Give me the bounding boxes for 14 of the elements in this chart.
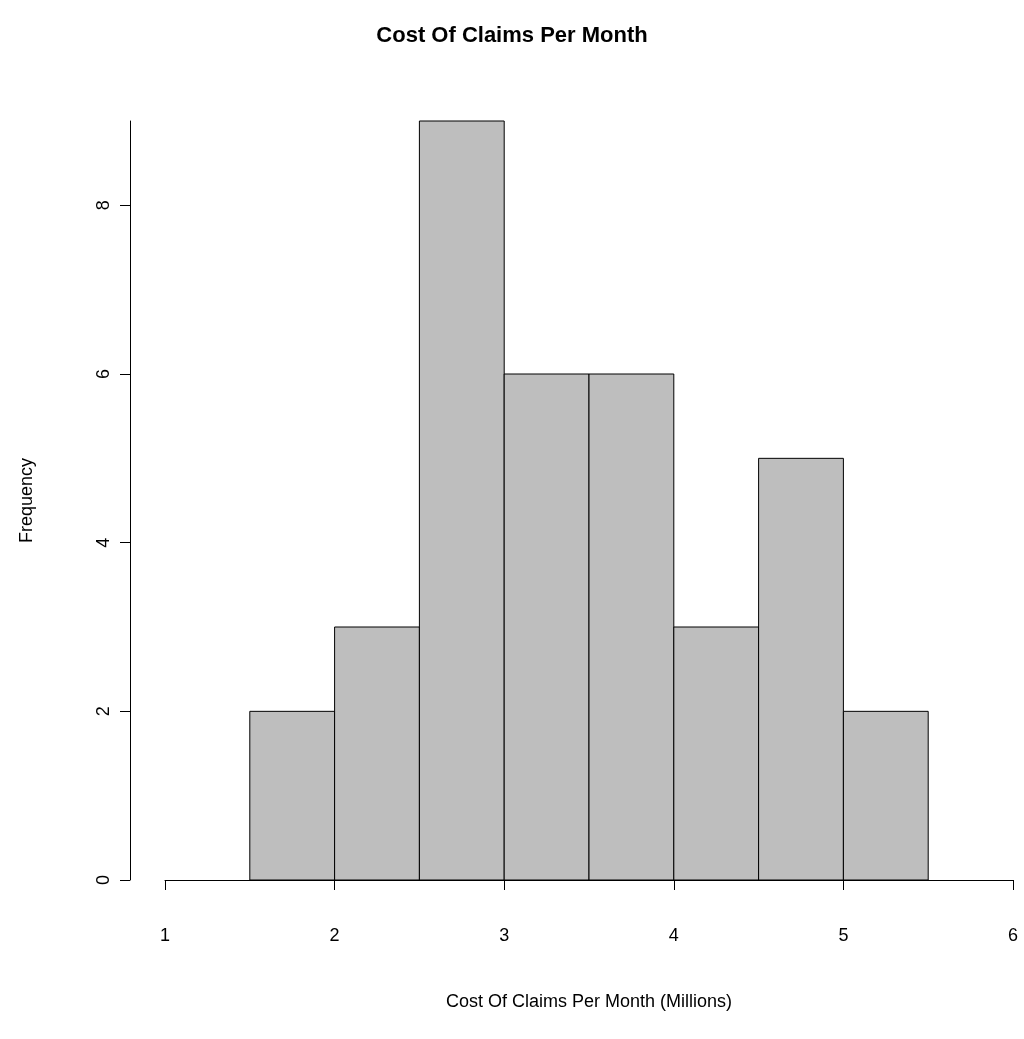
y-tick-label: 6 xyxy=(93,368,113,380)
x-tick-label: 3 xyxy=(499,925,510,945)
y-axis-title: Frequency xyxy=(16,457,36,544)
y-tick-label: 8 xyxy=(93,200,113,211)
x-tick-label: 4 xyxy=(668,925,679,945)
x-tick-label: 2 xyxy=(329,925,340,945)
y-tick-label: 4 xyxy=(93,537,113,548)
y-tick-label: 0 xyxy=(93,874,113,886)
chart-title: Cost Of Claims Per Month xyxy=(376,21,648,47)
x-tick-label: 5 xyxy=(838,925,849,945)
y-tick-label: 2 xyxy=(93,706,113,717)
x-tick-label: 6 xyxy=(1007,925,1019,945)
x-tick-label: 1 xyxy=(159,925,171,945)
x-axis-title: Cost Of Claims Per Month (Millions) xyxy=(445,991,733,1011)
